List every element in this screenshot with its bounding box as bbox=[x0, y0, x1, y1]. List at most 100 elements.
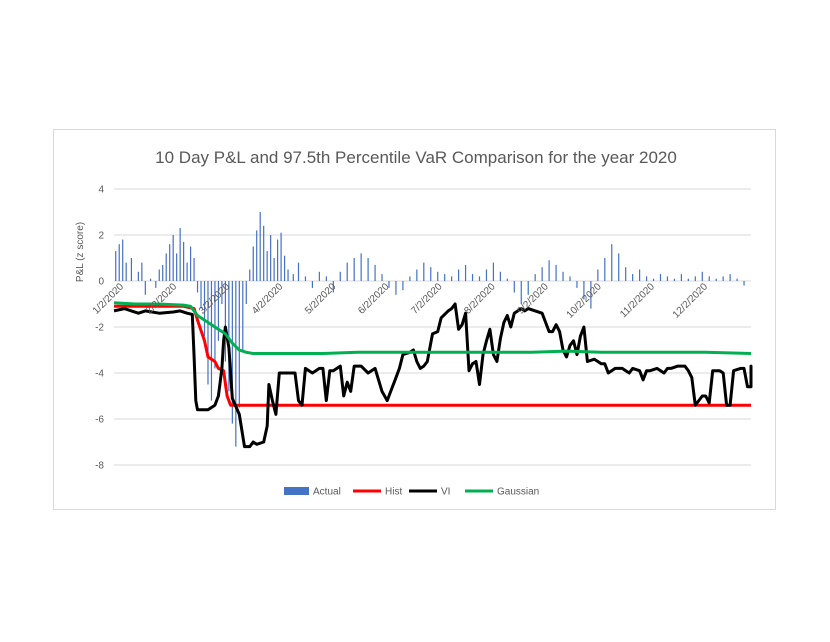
x-tick-label: 1/2/2020 bbox=[91, 281, 127, 317]
actual-bar bbox=[576, 281, 578, 288]
actual-bar bbox=[196, 281, 199, 293]
actual-bar bbox=[632, 274, 634, 281]
y-tick-label: -2 bbox=[95, 323, 104, 334]
actual-bar bbox=[252, 246, 254, 281]
legend-label-actual: Actual bbox=[313, 487, 341, 498]
actual-bar bbox=[701, 271, 703, 281]
actual-bar bbox=[200, 281, 202, 309]
actual-bar bbox=[367, 258, 369, 281]
legend-label-hist: Hist bbox=[385, 487, 402, 498]
chart-title: 10 Day P&L and 97.5th Percentile VaR Com… bbox=[155, 148, 677, 167]
actual-bar bbox=[203, 281, 206, 337]
actual-bar bbox=[527, 281, 529, 295]
actual-bar bbox=[618, 253, 620, 281]
actual-bar bbox=[402, 281, 404, 291]
actual-bar bbox=[259, 212, 261, 281]
actual-bar bbox=[541, 267, 543, 281]
x-tick-label: 4/2/2020 bbox=[250, 281, 286, 317]
actual-bar bbox=[346, 262, 348, 281]
legend-swatch-actual bbox=[284, 487, 309, 495]
actual-bar bbox=[729, 274, 731, 281]
y-tick-label: 2 bbox=[98, 231, 104, 242]
actual-bar bbox=[297, 262, 300, 281]
actual-bar bbox=[318, 271, 320, 281]
actual-bar bbox=[423, 262, 425, 281]
actual-bar bbox=[304, 276, 307, 281]
actual-bar bbox=[555, 264, 557, 281]
actual-bar bbox=[165, 253, 167, 281]
actual-bar bbox=[625, 267, 627, 281]
actual-bar bbox=[283, 255, 286, 281]
actual-bar bbox=[235, 281, 237, 447]
actual-bar bbox=[666, 276, 669, 281]
actual-bars bbox=[115, 212, 745, 447]
actual-bar bbox=[193, 258, 195, 281]
actual-bar bbox=[416, 269, 418, 281]
legend: Actual Hist VI Gaussian bbox=[284, 487, 539, 498]
actual-bar bbox=[224, 281, 226, 362]
actual-bar bbox=[141, 262, 143, 281]
actual-bar bbox=[736, 278, 738, 281]
x-tick-label: 8/2/2020 bbox=[462, 281, 498, 317]
series-line-hist bbox=[114, 304, 751, 407]
series-line-vi bbox=[113, 302, 753, 449]
actual-bar bbox=[280, 232, 282, 281]
y-axis-label: P&L (z score) bbox=[75, 222, 86, 282]
x-tick-label: 5/2/2020 bbox=[303, 281, 339, 317]
actual-bar bbox=[125, 262, 127, 281]
x-tick-label: 12/2/2020 bbox=[671, 281, 711, 321]
x-tick-labels: 1/2/2020 2/2/2020 3/2/2020 4/2/2020 5/2/2020… bbox=[91, 281, 711, 321]
actual-bar bbox=[162, 264, 164, 281]
actual-bar bbox=[409, 276, 411, 281]
actual-bar bbox=[513, 281, 515, 293]
actual-bar bbox=[169, 244, 171, 281]
actual-bar bbox=[130, 258, 133, 281]
actual-bar bbox=[451, 276, 453, 281]
series-lines bbox=[113, 301, 753, 449]
actual-bar bbox=[597, 269, 599, 281]
actual-bar bbox=[743, 281, 745, 286]
actual-bar bbox=[172, 235, 174, 281]
actual-bar bbox=[458, 269, 460, 281]
actual-bar bbox=[492, 262, 495, 281]
actual-bar bbox=[374, 264, 376, 281]
legend-label-gaussian: Gaussian bbox=[497, 487, 539, 498]
actual-bar bbox=[183, 241, 185, 281]
actual-bar bbox=[694, 276, 696, 281]
actual-bar bbox=[263, 225, 265, 281]
actual-bar bbox=[249, 269, 251, 281]
actual-bar bbox=[520, 281, 522, 304]
actual-bar bbox=[639, 269, 641, 281]
actual-bar bbox=[464, 264, 467, 281]
actual-bar bbox=[388, 281, 390, 288]
actual-bar bbox=[645, 276, 648, 281]
actual-bar bbox=[158, 269, 160, 281]
actual-bar bbox=[266, 251, 268, 281]
actual-bar bbox=[659, 274, 662, 281]
actual-bar bbox=[722, 276, 724, 281]
y-tick-labels: 4 2 0 -2 -4 -6 -8 bbox=[95, 185, 104, 472]
actual-bar bbox=[325, 276, 327, 281]
chart-svg: 10 Day P&L and 97.5th Percentile VaR Com… bbox=[75, 148, 753, 498]
y-tick-label: -4 bbox=[95, 369, 104, 380]
actual-bar bbox=[353, 258, 355, 281]
x-tick-label: 7/2/2020 bbox=[409, 281, 445, 317]
actual-bar bbox=[583, 281, 585, 300]
actual-bar bbox=[176, 253, 178, 281]
actual-bar bbox=[210, 281, 213, 401]
actual-bar bbox=[189, 246, 192, 281]
x-tick-label: 6/2/2020 bbox=[356, 281, 392, 317]
actual-bar bbox=[155, 281, 157, 288]
chart-frame: 10 Day P&L and 97.5th Percentile VaR Com… bbox=[53, 129, 776, 510]
actual-bar bbox=[499, 271, 501, 281]
actual-bar bbox=[381, 274, 383, 281]
y-tick-label: 4 bbox=[98, 185, 104, 196]
actual-bar bbox=[122, 239, 124, 281]
actual-bar bbox=[569, 276, 571, 281]
actual-bar bbox=[245, 281, 247, 304]
actual-bar bbox=[277, 239, 279, 281]
actual-bar bbox=[590, 281, 592, 309]
actual-bar bbox=[242, 281, 244, 350]
actual-bar bbox=[179, 228, 181, 281]
actual-bar bbox=[611, 244, 613, 281]
